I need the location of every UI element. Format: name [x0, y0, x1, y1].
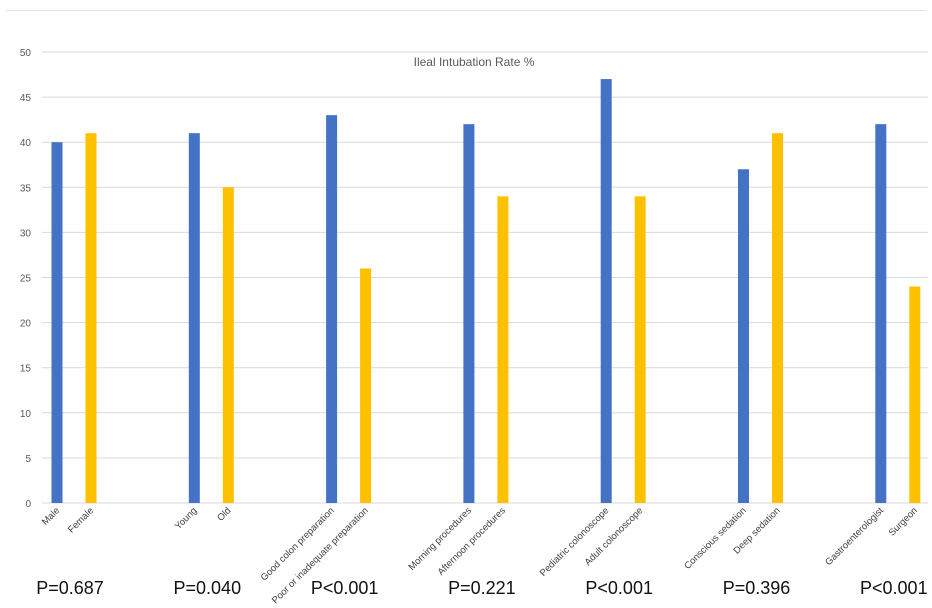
x-tick-label: Young: [173, 505, 200, 532]
bar-afternoon-procedures: [497, 196, 509, 503]
x-tick-label: Morning procedures: [406, 505, 474, 573]
bar-good-colon-preparation: [326, 115, 338, 503]
p-value-label: P=0.221: [448, 578, 516, 598]
y-tick-label: 15: [20, 364, 32, 375]
x-tick-label: Adult colonoscope: [583, 505, 646, 568]
y-tick-label: 30: [20, 228, 32, 239]
x-tick-label: Conscious sedation: [682, 505, 748, 571]
x-tick-label: Female: [66, 505, 96, 535]
p-value-label: P<0.001: [860, 578, 928, 598]
p-value-label: P=0.040: [173, 578, 242, 598]
y-tick-label: 0: [25, 499, 31, 510]
bar-male: [51, 142, 63, 503]
p-value-label: P=0.396: [722, 578, 791, 598]
bar-young: [188, 133, 200, 503]
gridlines: [42, 51, 928, 504]
p-value-label: P=0.687: [36, 578, 104, 598]
bar-female: [85, 133, 97, 503]
y-axis-ticks: 0 5 10 15 20 25 30 35 40 45 50: [20, 48, 32, 510]
y-tick-label: 35: [20, 183, 32, 194]
y-tick-label: 40: [20, 138, 32, 149]
bar-poor-or-inadequate-preparation: [360, 268, 372, 503]
bar-conscious-sedation: [738, 169, 749, 503]
bar-surgeon: [909, 286, 921, 503]
bar-old: [222, 187, 234, 504]
x-tick-label: Afternoon procedures: [436, 505, 509, 578]
p-value-label: P<0.001: [585, 578, 653, 598]
y-tick-label: 25: [20, 274, 32, 285]
x-tick-label: Surgeon: [887, 505, 920, 538]
y-tick-label: 10: [20, 409, 32, 420]
bar-gastroenterologist: [875, 124, 887, 503]
x-tick-label: Male: [40, 505, 62, 527]
bar-pediatric-colonoscope: [600, 79, 612, 503]
y-tick-label: 20: [20, 319, 32, 330]
chart-title: Ileal Intubation Rate %: [414, 55, 535, 69]
y-tick-label: 45: [20, 93, 32, 104]
y-tick-label: 5: [25, 454, 31, 465]
bars: [51, 79, 921, 504]
p-value-row: P=0.687 P=0.040 P<0.001 P=0.221 P<0.001 P=0.3…: [0, 578, 932, 608]
bar-adult-colonoscope: [634, 196, 646, 503]
top-divider: [6, 10, 926, 11]
bar-deep-sedation: [772, 133, 783, 503]
y-tick-label: 50: [20, 48, 32, 59]
x-tick-label: Old: [215, 505, 233, 523]
p-value-label: P<0.001: [310, 578, 379, 598]
x-tick-label: Gastroenterologist: [823, 505, 886, 568]
bar-morning-procedures: [463, 124, 475, 503]
